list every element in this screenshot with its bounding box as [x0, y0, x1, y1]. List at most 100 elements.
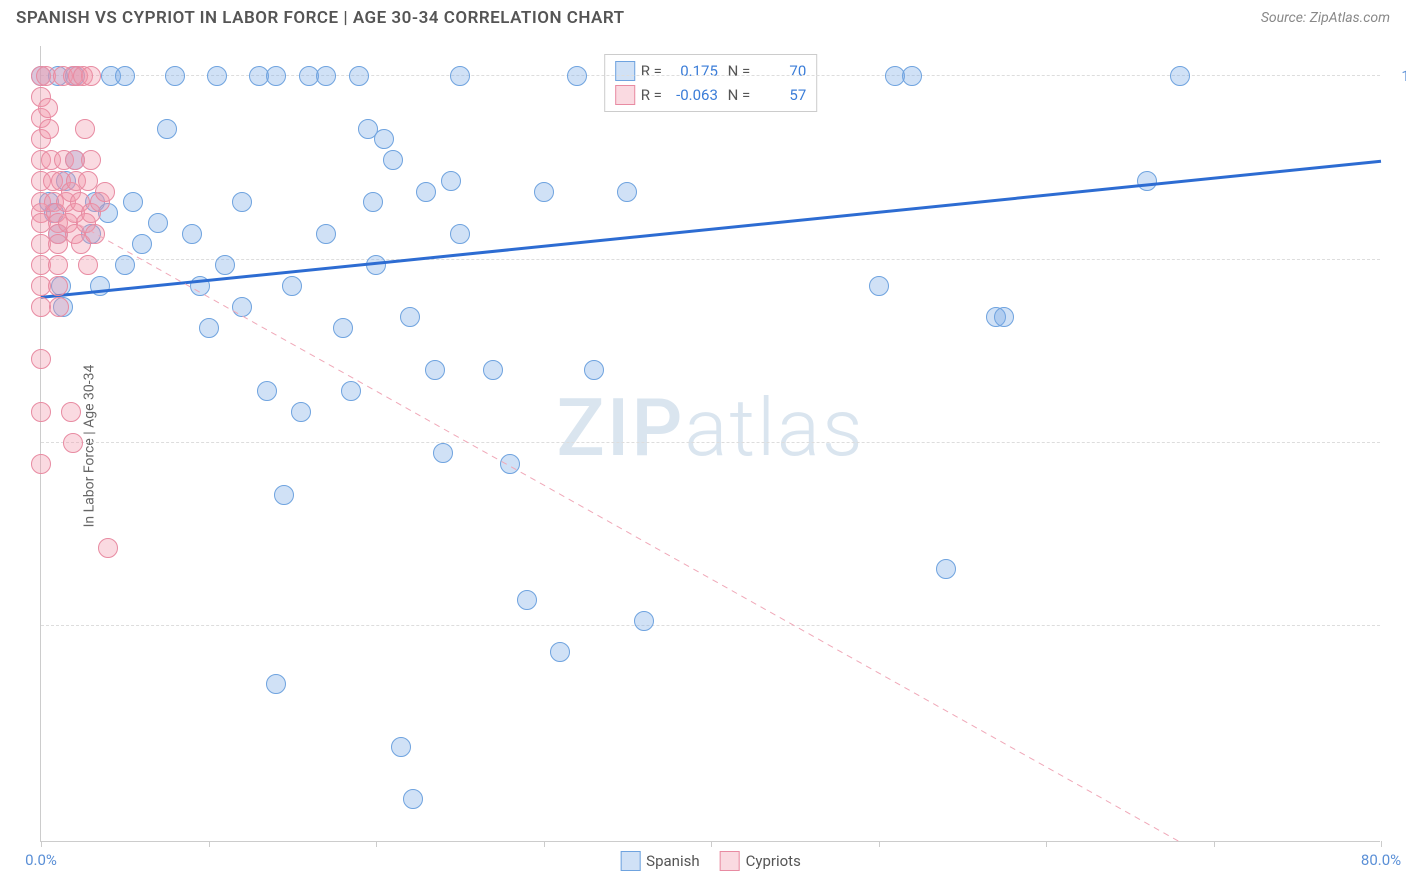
data-point: [383, 150, 403, 170]
legend-label-cypriots: Cypriots: [746, 852, 801, 870]
data-point: [433, 443, 453, 463]
data-point: [366, 255, 386, 275]
data-point: [316, 224, 336, 244]
data-point: [90, 276, 110, 296]
x-tick: [1381, 841, 1382, 847]
chart-title: SPANISH VS CYPRIOT IN LABOR FORCE | AGE …: [16, 8, 625, 28]
data-point: [869, 276, 889, 296]
data-point: [1170, 66, 1190, 86]
data-point: [39, 119, 59, 139]
x-tick: [41, 841, 42, 847]
data-point: [403, 789, 423, 809]
data-point: [61, 402, 81, 422]
data-point: [483, 360, 503, 380]
data-point: [78, 255, 98, 275]
data-point: [517, 590, 537, 610]
watermark: ZIPatlas: [557, 381, 865, 475]
data-point: [257, 381, 277, 401]
data-point: [182, 224, 202, 244]
watermark-atlas: atlas: [684, 381, 864, 475]
data-point: [63, 433, 83, 453]
gridline: [41, 442, 1380, 443]
data-point: [199, 318, 219, 338]
data-point: [416, 182, 436, 202]
data-point: [534, 182, 554, 202]
data-point: [450, 66, 470, 86]
data-point: [31, 297, 51, 317]
data-point: [132, 234, 152, 254]
data-point: [441, 171, 461, 191]
data-point: [374, 129, 394, 149]
data-point: [994, 307, 1014, 327]
data-point: [341, 381, 361, 401]
data-point: [215, 255, 235, 275]
data-point: [31, 402, 51, 422]
data-point: [291, 402, 311, 422]
legend-label-spanish: Spanish: [646, 852, 699, 870]
gridline: [41, 259, 1380, 260]
cypriots-swatch-icon: [720, 851, 740, 871]
watermark-zip: ZIP: [557, 381, 685, 475]
data-point: [49, 297, 69, 317]
x-tick: [209, 841, 210, 847]
data-point: [75, 119, 95, 139]
x-tick: [711, 841, 712, 847]
x-tick: [544, 841, 545, 847]
data-point: [316, 66, 336, 86]
x-tick-label: 0.0%: [25, 851, 57, 869]
data-point: [425, 360, 445, 380]
x-tick: [1046, 841, 1047, 847]
spanish-swatch-icon: [620, 851, 640, 871]
data-point: [165, 66, 185, 86]
data-point: [207, 66, 227, 86]
x-tick-label: 80.0%: [1361, 851, 1401, 869]
data-point: [232, 192, 252, 212]
cypriots-swatch-icon: [615, 85, 635, 105]
spanish-swatch-icon: [615, 61, 635, 81]
data-point: [902, 66, 922, 86]
x-tick: [1214, 841, 1215, 847]
data-point: [38, 98, 58, 118]
spanish-r-value: 0.175: [668, 62, 718, 80]
data-point: [123, 192, 143, 212]
data-point: [550, 642, 570, 662]
data-point: [363, 192, 383, 212]
data-point: [936, 559, 956, 579]
trend-line: [41, 46, 1381, 842]
data-point: [148, 213, 168, 233]
data-point: [634, 611, 654, 631]
cypriots-r-value: -0.063: [668, 86, 718, 104]
stat-label-r: R =: [641, 62, 662, 80]
series-legend: Spanish Cypriots: [620, 851, 801, 871]
data-point: [48, 255, 68, 275]
data-point: [617, 182, 637, 202]
data-point: [232, 297, 252, 317]
stat-label-n: N =: [724, 62, 750, 80]
y-tick-label: 47.5%: [1390, 617, 1406, 635]
scatter-plot-area: ZIPatlas R = 0.175 N = 70 R = -0.063 N =…: [40, 46, 1380, 842]
data-point: [266, 674, 286, 694]
data-point: [115, 255, 135, 275]
y-tick-label: 100.0%: [1390, 67, 1406, 85]
y-tick-label: 65.0%: [1390, 434, 1406, 452]
stats-row-spanish: R = 0.175 N = 70: [615, 59, 807, 83]
data-point: [157, 119, 177, 139]
data-point: [266, 66, 286, 86]
data-point: [400, 307, 420, 327]
data-point: [98, 538, 118, 558]
data-point: [115, 66, 135, 86]
data-point: [450, 224, 470, 244]
legend-item-cypriots: Cypriots: [720, 851, 801, 871]
data-point: [95, 182, 115, 202]
data-point: [31, 349, 51, 369]
source-attribution: Source: ZipAtlas.com: [1261, 10, 1390, 26]
data-point: [567, 66, 587, 86]
stats-row-cypriots: R = -0.063 N = 57: [615, 83, 807, 107]
x-tick: [376, 841, 377, 847]
stats-legend: R = 0.175 N = 70 R = -0.063 N = 57: [604, 54, 818, 112]
stat-label-n: N =: [724, 86, 750, 104]
data-point: [81, 150, 101, 170]
gridline: [41, 625, 1380, 626]
data-point: [282, 276, 302, 296]
cypriots-n-value: 57: [756, 86, 806, 104]
